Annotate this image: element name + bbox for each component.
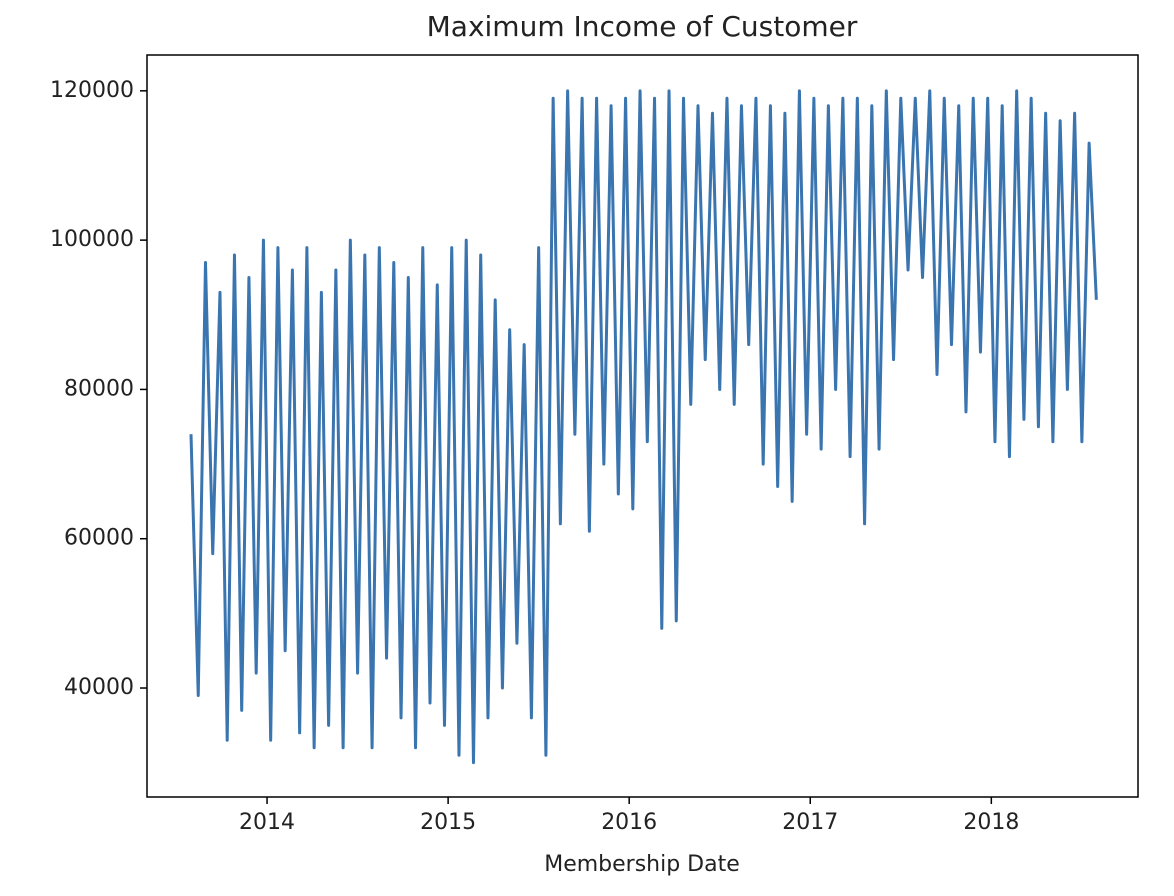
x-tick-label: 2017 (782, 810, 838, 835)
y-tick-label: 40000 (64, 675, 134, 700)
plot-frame (146, 54, 1139, 798)
x-axis-label: Membership Date (544, 852, 740, 877)
line-series (189, 89, 1098, 765)
y-tick-label: 60000 (64, 526, 134, 551)
y-tick-label: 80000 (64, 376, 134, 401)
y-tick-label: 100000 (50, 227, 134, 252)
x-tick-label: 2018 (963, 810, 1019, 835)
x-tick-label: 2014 (239, 810, 295, 835)
y-tick-label: 120000 (50, 78, 134, 103)
x-tick-label: 2016 (601, 810, 657, 835)
x-tick-label: 2015 (420, 810, 476, 835)
chart-title: Maximum Income of Customer (427, 10, 858, 43)
